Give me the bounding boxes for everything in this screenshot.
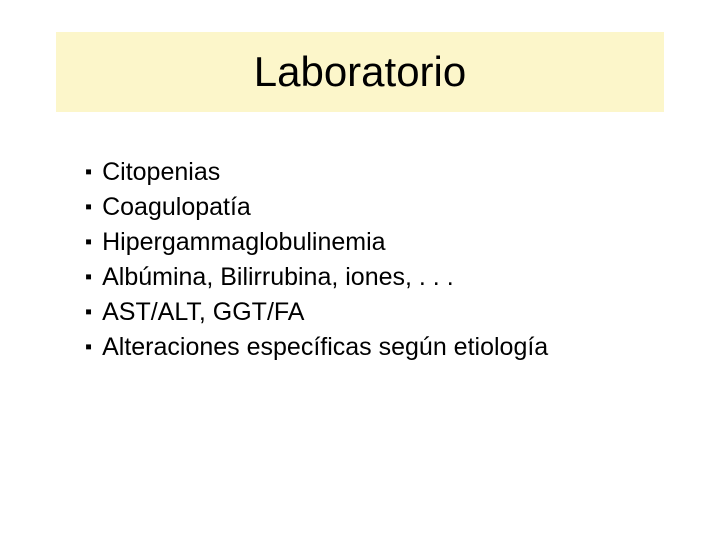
title-bar: Laboratorio: [56, 32, 664, 112]
list-item: ▪ Coagulopatía: [85, 190, 548, 225]
list-item-text: Alteraciones específicas según etiología: [102, 330, 548, 365]
square-bullet-icon: ▪: [85, 295, 92, 330]
square-bullet-icon: ▪: [85, 155, 92, 190]
content-area: ▪ Citopenias ▪ Coagulopatía ▪ Hipergammaglobu…: [85, 155, 548, 365]
list-item-text: Albúmina, Bilirrubina, iones, . . .: [102, 260, 454, 295]
list-item: ▪ Alteraciones específicas según etiologí…: [85, 330, 548, 365]
list-item-text: Coagulopatía: [102, 190, 251, 225]
list-item: ▪ Hipergammaglobulinemia: [85, 225, 548, 260]
list-item: ▪ AST/ALT, GGT/FA: [85, 295, 548, 330]
square-bullet-icon: ▪: [85, 260, 92, 295]
square-bullet-icon: ▪: [85, 190, 92, 225]
square-bullet-icon: ▪: [85, 330, 92, 365]
square-bullet-icon: ▪: [85, 225, 92, 260]
list-item: ▪ Albúmina, Bilirrubina, iones, . . .: [85, 260, 548, 295]
list-item-text: Hipergammaglobulinemia: [102, 225, 385, 260]
bullet-list: ▪ Citopenias ▪ Coagulopatía ▪ Hipergammaglobu…: [85, 155, 548, 365]
list-item-text: Citopenias: [102, 155, 220, 190]
slide-title: Laboratorio: [254, 48, 466, 96]
list-item-text: AST/ALT, GGT/FA: [102, 295, 304, 330]
list-item: ▪ Citopenias: [85, 155, 548, 190]
